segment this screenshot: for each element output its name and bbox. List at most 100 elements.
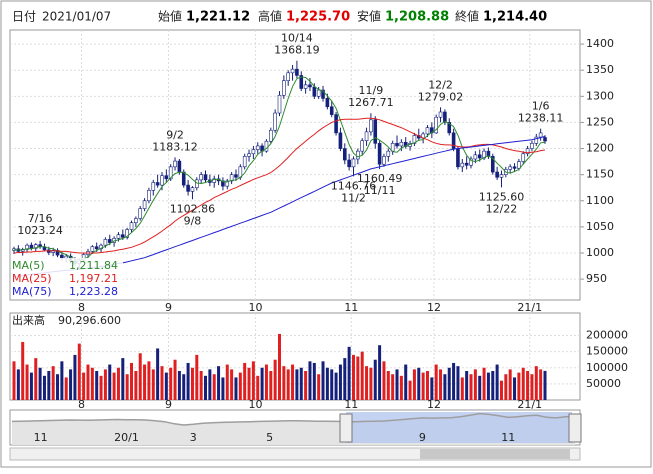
- volume-bar: [530, 374, 534, 400]
- volume-bar: [334, 372, 338, 400]
- volume-bar: [130, 362, 134, 400]
- candle-body: [60, 254, 64, 259]
- volume-bar: [312, 362, 316, 400]
- scrollbar-thumb[interactable]: [420, 449, 570, 459]
- y-tick-label: 1350: [586, 63, 614, 76]
- volume-bar: [112, 372, 116, 400]
- volume-bar: [29, 372, 33, 400]
- volume-bar: [86, 364, 90, 400]
- volume-bar: [95, 371, 99, 400]
- volume-bar: [134, 371, 138, 400]
- candle-body: [342, 148, 347, 161]
- volume-bar: [408, 380, 412, 400]
- volume-bar: [103, 369, 107, 400]
- volume-bar: [386, 371, 390, 400]
- volume-bar: [260, 367, 264, 400]
- volume-bar: [234, 377, 238, 400]
- candle-body: [147, 190, 151, 202]
- y-tick-label: 1100: [586, 194, 614, 207]
- volume-bar: [217, 366, 221, 400]
- volume-bar: [404, 364, 408, 400]
- candle-body: [303, 84, 308, 89]
- date-value: 2021/01/07: [42, 10, 111, 24]
- candle-body: [517, 161, 521, 169]
- candle-body: [316, 89, 321, 97]
- x-tick-label: 9: [165, 398, 172, 411]
- annotation-value: 1160.49: [357, 172, 403, 185]
- candle-body: [530, 143, 534, 149]
- header-label: 安値: [357, 9, 381, 24]
- volume-bar: [325, 367, 329, 400]
- navigator-label: 9: [419, 431, 426, 444]
- annotation-value: 1238.11: [518, 112, 564, 125]
- volume-bar: [539, 369, 543, 400]
- candle-body: [134, 218, 138, 224]
- candle-body: [247, 153, 251, 157]
- candle-body: [103, 239, 108, 246]
- volume-bar: [452, 362, 456, 400]
- volume-bar: [299, 367, 303, 400]
- legend-value: 1,211.84: [69, 259, 118, 272]
- volume-bar: [138, 353, 142, 400]
- candle-body: [273, 112, 277, 131]
- y-tick-label: 1250: [586, 115, 614, 128]
- candle-body: [403, 141, 408, 147]
- candle-body: [347, 159, 351, 168]
- header-value: 1,225.70: [286, 10, 350, 25]
- volume-bar: [212, 374, 216, 400]
- volume-bar: [143, 364, 147, 400]
- navigator-label: 3: [190, 431, 197, 444]
- volume-bar: [64, 377, 68, 400]
- header-label: 高値: [258, 9, 282, 24]
- volume-bar: [177, 371, 181, 400]
- candle-body: [369, 119, 373, 133]
- volume-bar: [160, 366, 164, 400]
- volume-bar: [517, 372, 521, 400]
- volume-bar: [208, 369, 212, 400]
- volume-bar: [456, 366, 460, 400]
- candle-body: [282, 80, 286, 96]
- volume-bar: [417, 367, 421, 400]
- y-tick-label: 1400: [586, 37, 614, 50]
- x-tick-label: 10: [249, 301, 263, 314]
- volume-bar: [460, 377, 464, 400]
- ma-line: [14, 76, 546, 261]
- volume-bar: [504, 374, 508, 400]
- candle-body: [538, 132, 543, 138]
- volume-bar: [447, 367, 451, 400]
- candle-body: [356, 150, 360, 160]
- header-label: 始値: [158, 9, 182, 24]
- candle-body: [338, 132, 343, 149]
- candle-body: [464, 162, 469, 166]
- y-tick-label: 200000: [586, 329, 628, 342]
- volume-bar: [238, 372, 242, 400]
- legend-name: MA(75): [12, 285, 52, 298]
- volume-bar: [73, 354, 77, 400]
- annotation-value: 1146.76: [331, 179, 377, 192]
- volume-bar: [421, 372, 425, 400]
- volume-bar: [499, 380, 503, 400]
- candle-body: [125, 229, 129, 238]
- volume-bar: [190, 367, 194, 400]
- navigator-handle-right[interactable]: [568, 413, 582, 443]
- candle-body: [116, 234, 121, 239]
- volume-bar: [365, 366, 369, 400]
- navigator-handle-left[interactable]: [339, 413, 353, 443]
- candle-body: [325, 98, 330, 108]
- volume-bar: [42, 375, 46, 400]
- volume-bar: [356, 356, 360, 400]
- candle-body: [312, 86, 317, 97]
- x-tick-label: 11: [344, 301, 358, 314]
- ma-line: [13, 117, 546, 254]
- volume-bar: [47, 371, 51, 400]
- candle-body: [181, 171, 186, 186]
- candle-body: [234, 174, 238, 178]
- volume-bar: [482, 367, 486, 400]
- volume-bar: [269, 371, 273, 400]
- volume-bar: [338, 364, 342, 400]
- candle-body: [443, 111, 447, 123]
- annotation-value: 1023.24: [17, 224, 63, 237]
- volume-bar: [351, 354, 355, 400]
- volume-bar: [156, 348, 160, 400]
